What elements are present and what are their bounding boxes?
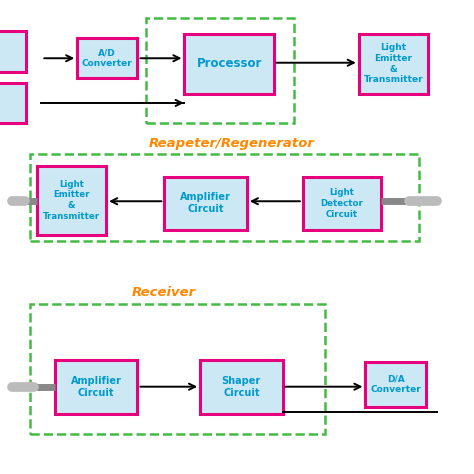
FancyBboxPatch shape	[184, 34, 274, 94]
FancyBboxPatch shape	[37, 165, 106, 235]
Text: Reapeter/Regenerator: Reapeter/Regenerator	[148, 137, 314, 150]
FancyBboxPatch shape	[303, 177, 381, 230]
Text: Receiver: Receiver	[132, 286, 196, 300]
FancyBboxPatch shape	[164, 177, 247, 230]
Text: Shaper
Circuit: Shaper Circuit	[222, 376, 261, 398]
Bar	[30, 155, 419, 241]
FancyBboxPatch shape	[0, 31, 26, 72]
FancyBboxPatch shape	[200, 360, 283, 413]
Bar	[146, 18, 294, 123]
Text: Processor: Processor	[196, 57, 262, 70]
Bar	[30, 304, 325, 434]
FancyBboxPatch shape	[55, 360, 137, 413]
FancyBboxPatch shape	[365, 362, 426, 407]
Text: Light
Detector
Circuit: Light Detector Circuit	[320, 188, 364, 219]
Text: Light
Emitter
&
Transmitter: Light Emitter & Transmitter	[43, 180, 100, 221]
Text: D/A
Converter: D/A Converter	[370, 374, 421, 394]
Text: Amplifier
Circuit: Amplifier Circuit	[180, 192, 231, 215]
Text: Amplifier
Circuit: Amplifier Circuit	[71, 376, 121, 398]
FancyBboxPatch shape	[0, 83, 26, 123]
FancyBboxPatch shape	[77, 38, 137, 78]
Text: A/D
Converter: A/D Converter	[82, 48, 133, 68]
FancyBboxPatch shape	[359, 34, 428, 94]
Text: Light
Emitter
&
Transmitter: Light Emitter & Transmitter	[364, 43, 423, 84]
